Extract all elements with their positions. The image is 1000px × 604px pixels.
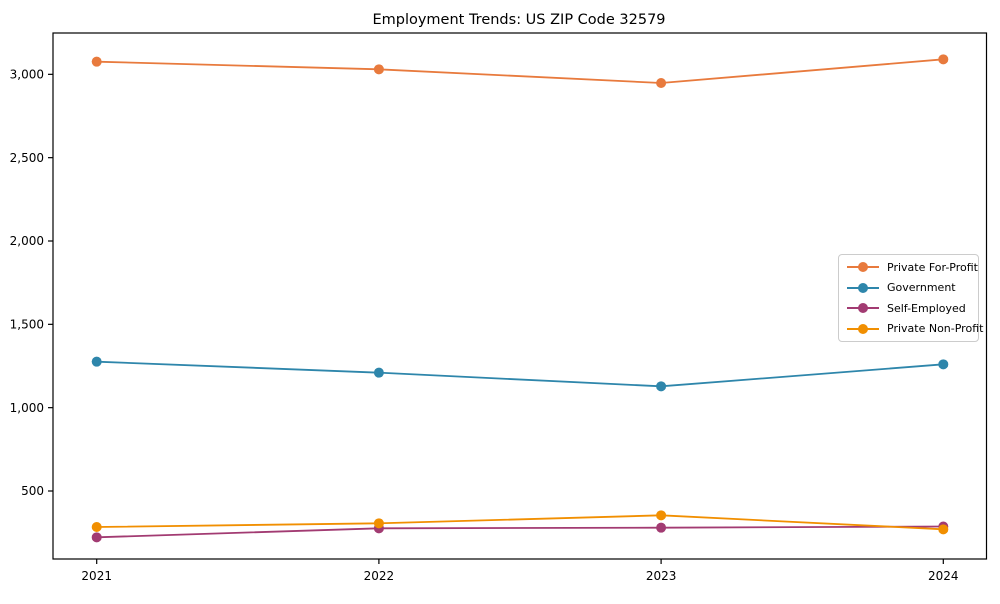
y-tick-label: 2,500	[10, 151, 44, 165]
legend-marker-icon	[847, 303, 879, 314]
data-point	[656, 78, 667, 88]
data-point	[656, 381, 667, 392]
legend-marker-icon	[847, 323, 879, 334]
legend-item: Private Non-Profit	[847, 321, 983, 338]
data-point	[938, 359, 949, 370]
y-tick-label: 2,000	[10, 234, 44, 248]
y-tick-label: 1,500	[10, 318, 44, 332]
data-point	[656, 510, 667, 521]
x-axis: 2021 2022 2023 2024	[81, 559, 959, 583]
x-tick-label: 2021	[81, 569, 112, 583]
series-line	[96, 514, 944, 531]
data-point	[938, 54, 949, 65]
legend-label: Self-Employed	[887, 301, 966, 315]
legend-item: Government	[847, 280, 970, 297]
y-axis: 500 1,000 1,500 2,000 2,500 3,000	[10, 68, 53, 498]
legend-label: Government	[887, 281, 956, 295]
y-tick-label: 3,000	[10, 68, 44, 82]
legend-marker-icon	[847, 282, 879, 293]
legend-label: Private For-Profit	[887, 260, 978, 274]
data-point	[373, 518, 384, 529]
data-point	[938, 524, 949, 535]
data-point	[373, 367, 384, 378]
plot-frame	[52, 32, 988, 560]
chart-title: Employment Trends: US ZIP Code 32579	[372, 12, 665, 28]
data-point	[656, 522, 667, 533]
legend-label: Private Non-Profit	[887, 322, 984, 336]
data-point	[373, 64, 384, 75]
legend-item: Private For-Profit	[847, 259, 978, 276]
legend-marker-icon	[847, 262, 879, 273]
legend-item: Self-Employed	[847, 300, 970, 317]
legend: Private For-Profit Government Self-Employe…	[838, 254, 983, 342]
series-line	[96, 525, 944, 539]
x-tick-label: 2023	[646, 569, 677, 583]
data-point	[91, 532, 102, 543]
x-tick-label: 2022	[364, 569, 395, 583]
data-point	[91, 522, 102, 532]
x-tick-label: 2024	[928, 569, 959, 583]
series-line	[96, 360, 944, 388]
series-group	[91, 54, 949, 543]
y-tick-label: 500	[21, 484, 44, 498]
series-line	[96, 58, 944, 84]
data-point	[91, 356, 102, 367]
y-tick-label: 1,000	[10, 401, 44, 415]
data-point	[91, 56, 102, 67]
